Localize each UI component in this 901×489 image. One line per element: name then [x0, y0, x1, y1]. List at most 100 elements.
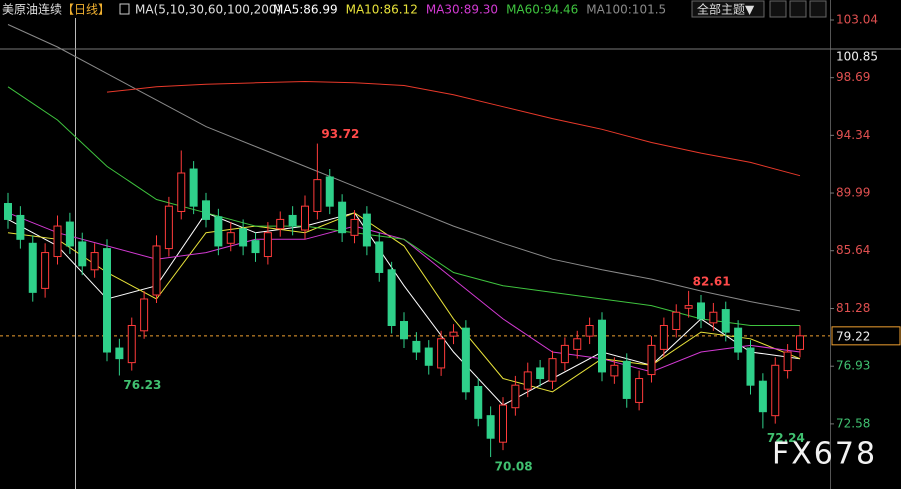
candle-body — [28, 242, 37, 293]
candle-body — [783, 351, 792, 372]
indicator-icon — [119, 3, 130, 15]
reference-label: 100.85 — [836, 50, 878, 64]
candle-body — [721, 309, 730, 333]
candle-body — [697, 302, 705, 320]
plot-area: 103.04 98.69 94.34 89.99 85.64 81.28 76.93 72.5… — [0, 12, 901, 474]
candle-body — [461, 327, 470, 393]
candle-body — [622, 360, 631, 399]
candle-body — [734, 327, 743, 353]
watermark: FX678 — [772, 437, 877, 472]
ma-line — [7, 24, 801, 312]
candle-body — [313, 179, 322, 212]
toolbar-button[interactable] — [789, 0, 807, 18]
y-tick-label: 81.28 — [836, 301, 870, 315]
candle-body — [140, 298, 149, 332]
candle-body — [90, 252, 99, 271]
candle-body — [573, 338, 582, 350]
candle-body — [16, 214, 25, 240]
candle-body — [647, 344, 656, 376]
indicator-label: MA(5,10,30,60,100,200) — [135, 3, 281, 17]
candle-body — [523, 371, 532, 390]
candle-body — [536, 367, 545, 380]
candle-body — [127, 325, 136, 364]
candle-body — [338, 201, 347, 234]
candle-body — [610, 364, 619, 377]
legend: MA5:86.99 MA10:86.12 MA30:89.30 MA60:94.46 M… — [273, 3, 666, 17]
price-annotation: 82.61 — [693, 274, 731, 288]
ma-line — [7, 212, 801, 393]
theme-dropdown[interactable] — [691, 0, 765, 18]
candle-body — [164, 205, 173, 250]
ma-line — [106, 80, 801, 177]
candle-body — [214, 216, 223, 247]
candle-body — [437, 338, 446, 369]
candle-body — [387, 269, 396, 327]
legend-entry: MA30:89.30 — [426, 3, 498, 17]
candle-body — [424, 347, 433, 366]
header: 美原油连续 【日线】 MA(5,10,30,60,100,200) MA5:86… — [2, 0, 827, 18]
candle-body — [202, 200, 210, 220]
y-tick-label: 76.93 — [836, 359, 870, 373]
candle-body — [548, 358, 557, 382]
legend-entry: MA100:101.5 — [586, 3, 666, 17]
price-annotation: 76.23 — [123, 378, 161, 392]
candle-body — [53, 225, 62, 258]
legend-entry: MA60:94.46 — [506, 3, 578, 17]
candle-body — [511, 384, 520, 409]
candle-body — [4, 203, 12, 220]
candle-body — [276, 218, 285, 230]
candle-body — [412, 340, 421, 353]
candle-body — [115, 347, 124, 360]
candle-body — [796, 335, 804, 350]
candle-body — [758, 380, 767, 413]
candle-body — [746, 347, 755, 386]
y-tick-label: 72.58 — [836, 416, 870, 430]
candle-body — [375, 241, 384, 273]
last-price-label: 79.22 — [836, 329, 870, 343]
candle-body — [771, 364, 780, 417]
price-annotation: 72.24 — [767, 431, 805, 445]
candle-body — [709, 311, 718, 324]
candle-body — [103, 248, 111, 353]
instrument-title: 美原油连续 — [2, 2, 62, 17]
y-tick-label: 94.34 — [836, 128, 870, 142]
ma-line — [7, 86, 800, 326]
candle-body — [635, 378, 644, 403]
price-annotation: 93.72 — [321, 127, 359, 141]
legend-entry: MA5:86.99 — [273, 3, 338, 17]
last-price-box — [831, 326, 901, 346]
theme-dropdown-label[interactable]: 全部主题▼ — [697, 2, 755, 17]
candle-body — [325, 176, 334, 207]
candle-body — [226, 232, 235, 244]
y-tick-label: 89.99 — [836, 186, 870, 200]
candle-body — [189, 168, 198, 207]
candle-body — [65, 221, 74, 247]
y-tick-label: 103.04 — [836, 12, 878, 26]
candle-body — [263, 232, 272, 258]
period-label: 【日线】 — [62, 3, 110, 17]
candle-body — [288, 214, 297, 227]
candle-body — [78, 241, 87, 267]
legend-entry: MA10:86.12 — [346, 3, 418, 17]
candle-body — [350, 218, 359, 236]
candle-body — [598, 319, 606, 373]
candle-body — [659, 325, 668, 350]
toolbar-button[interactable] — [769, 0, 787, 18]
candle-body — [474, 385, 483, 419]
candle-body — [684, 305, 693, 309]
candle-body — [152, 245, 161, 296]
candle-body — [672, 311, 681, 330]
candle-body — [560, 344, 569, 364]
candle-body — [251, 240, 260, 254]
candle-body — [400, 321, 408, 340]
candle-body — [41, 252, 50, 289]
candle-body — [486, 415, 495, 439]
toolbar-button[interactable] — [809, 0, 827, 18]
candle-body — [177, 172, 186, 212]
y-tick-label: 85.64 — [836, 243, 870, 257]
candle-body — [362, 213, 371, 247]
candle-body — [499, 404, 507, 443]
